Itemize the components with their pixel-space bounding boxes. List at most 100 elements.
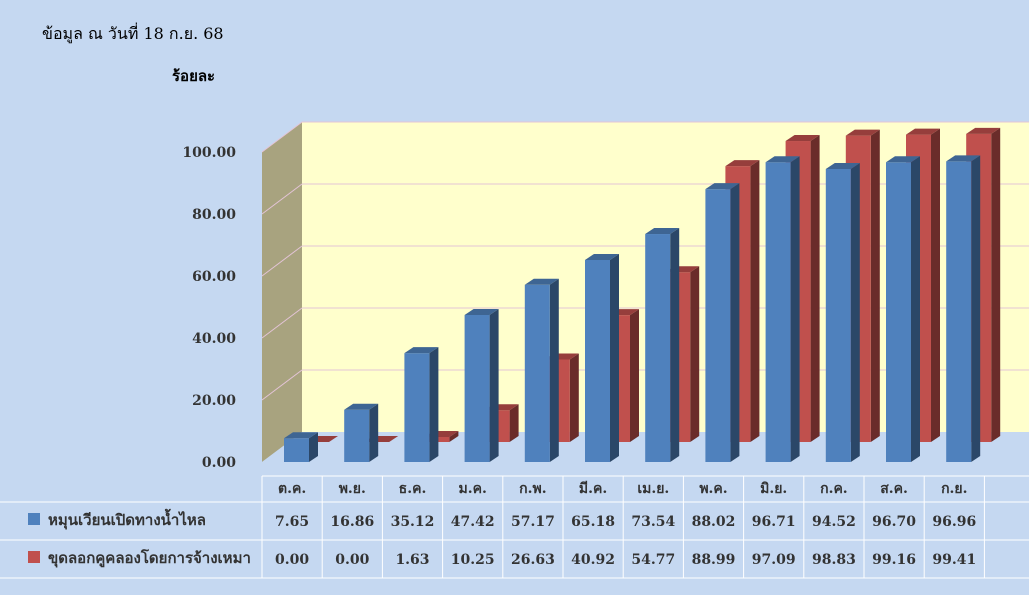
bar-blue-4-side <box>489 308 499 462</box>
bar-blue-3-front <box>404 353 430 462</box>
bar-red-12-top <box>966 127 1001 134</box>
data-label-blue: 96.71 <box>752 514 796 530</box>
data-label-red: 54.77 <box>631 552 675 568</box>
data-label-red: 40.92 <box>571 552 615 568</box>
bar-blue-8 <box>705 183 740 462</box>
data-label-blue: 65.18 <box>571 514 615 530</box>
bar-blue-1-front <box>284 438 309 462</box>
x-tick-label: ธ.ค. <box>399 481 427 497</box>
bar-blue-10-side <box>850 162 860 462</box>
bar-blue-2-top <box>344 403 379 410</box>
bar-blue-3 <box>404 347 439 462</box>
x-tick-label: ก.ค. <box>820 481 848 497</box>
bar-blue-3-top <box>404 347 439 354</box>
bar-red-5-side <box>569 353 579 442</box>
y-tick-label: 80.00 <box>192 207 236 223</box>
x-tick-label: ส.ค. <box>880 481 908 497</box>
y-tick-label: 20.00 <box>192 393 236 409</box>
y-tick-label: 60.00 <box>192 269 236 285</box>
legend-key-blue <box>28 513 40 525</box>
bar-blue-2-front <box>344 409 370 462</box>
bar-blue-6-side <box>610 253 619 462</box>
bar-blue-9-side <box>790 156 800 462</box>
bar-blue-12-side <box>971 155 981 462</box>
bar-blue-1-side <box>309 432 318 462</box>
data-label-red: 97.09 <box>752 552 796 568</box>
data-label-blue: 47.42 <box>451 514 495 530</box>
plot-side-wall <box>262 122 302 462</box>
bar-red-9-top <box>785 135 820 142</box>
bar-blue-4-front <box>464 314 490 462</box>
data-label-blue: 88.02 <box>692 514 736 530</box>
bar-blue-12-top <box>946 155 981 162</box>
data-label-blue: 57.17 <box>511 514 555 530</box>
y-tick-label: 100.00 <box>182 145 236 161</box>
bar-red-7-side <box>690 266 700 442</box>
bar-blue-8-top <box>705 183 740 190</box>
bar-blue-11 <box>886 156 920 463</box>
bar-blue-6 <box>585 253 619 462</box>
x-tick-label: ก.พ. <box>519 481 546 497</box>
bar-blue-9-top <box>765 156 800 163</box>
bar-blue-10-front <box>825 168 851 462</box>
bar-blue-7-side <box>670 228 680 462</box>
data-label-red: 10.25 <box>451 552 495 568</box>
bar-blue-5 <box>524 278 559 462</box>
data-label-blue: 96.96 <box>932 514 976 530</box>
bar-blue-6-top <box>585 253 619 260</box>
bar-red-10-top <box>845 129 880 136</box>
bars <box>284 127 1001 463</box>
data-label-red: 88.99 <box>692 552 736 568</box>
bar-blue-1 <box>284 432 318 462</box>
data-label-blue: 94.52 <box>812 514 856 530</box>
x-tick-label: พ.ย. <box>339 481 366 497</box>
bar-blue-12 <box>946 155 981 462</box>
legend-key-red <box>28 551 40 563</box>
data-label-red: 1.63 <box>395 552 429 568</box>
x-tick-label: ก.ย. <box>941 481 967 497</box>
x-tick-label: พ.ค. <box>699 481 727 497</box>
bar-blue-2 <box>344 403 379 462</box>
x-tick-label: ม.ค. <box>459 481 487 497</box>
bar-blue-4-top <box>464 308 499 315</box>
bar-blue-11-front <box>886 162 911 463</box>
bar-blue-12-front <box>946 161 972 462</box>
bar-red-6-side <box>630 309 639 442</box>
bar-blue-10-top <box>825 162 860 169</box>
bar-blue-5-top <box>524 278 559 285</box>
date-note: ข้อมูล ณ วันที่ 18 ก.ย. 68 <box>42 24 224 43</box>
data-label-blue: 35.12 <box>391 514 435 530</box>
bar-red-11-top <box>906 128 940 135</box>
bar-red-8-side <box>750 160 760 443</box>
y-axis-unit-label: ร้อยละ <box>172 67 216 85</box>
legend-name-blue: หมุนเวียนเปิดทางน้ำไหล <box>48 508 206 530</box>
data-label-blue: 16.86 <box>330 514 374 530</box>
bar-red-12-side <box>991 127 1001 442</box>
y-axis-ticks: 0.00 20.00 40.00 60.00 80.00 100.00 <box>182 145 236 471</box>
bar-blue-10 <box>825 162 860 462</box>
gridline-side <box>261 121 303 153</box>
bar-blue-9 <box>765 156 800 462</box>
bar-blue-11-top <box>886 156 920 163</box>
x-tick-label: ต.ค. <box>278 481 306 497</box>
bar-blue-5-front <box>524 284 550 462</box>
data-label-red: 99.16 <box>872 552 916 568</box>
bar-blue-2-side <box>369 403 379 462</box>
data-label-red: 98.83 <box>812 552 856 568</box>
bar-blue-5-side <box>549 278 559 462</box>
bar-blue-1-top <box>284 432 318 439</box>
bar-red-10-side <box>870 129 880 442</box>
x-tick-label: มิ.ย. <box>760 481 787 497</box>
bar-blue-7 <box>645 228 680 462</box>
bar-blue-8-side <box>730 183 740 462</box>
gridline-side <box>261 245 303 277</box>
bar-blue-6-front <box>585 259 610 462</box>
bar-blue-7-top <box>645 228 680 235</box>
x-tick-label: เม.ย. <box>637 481 669 497</box>
bar-blue-3-side <box>429 347 439 462</box>
bar-red-4-side <box>509 404 519 442</box>
bar-blue-11-side <box>911 156 920 463</box>
data-label-blue: 96.70 <box>872 514 916 530</box>
gridline-side <box>261 369 303 401</box>
